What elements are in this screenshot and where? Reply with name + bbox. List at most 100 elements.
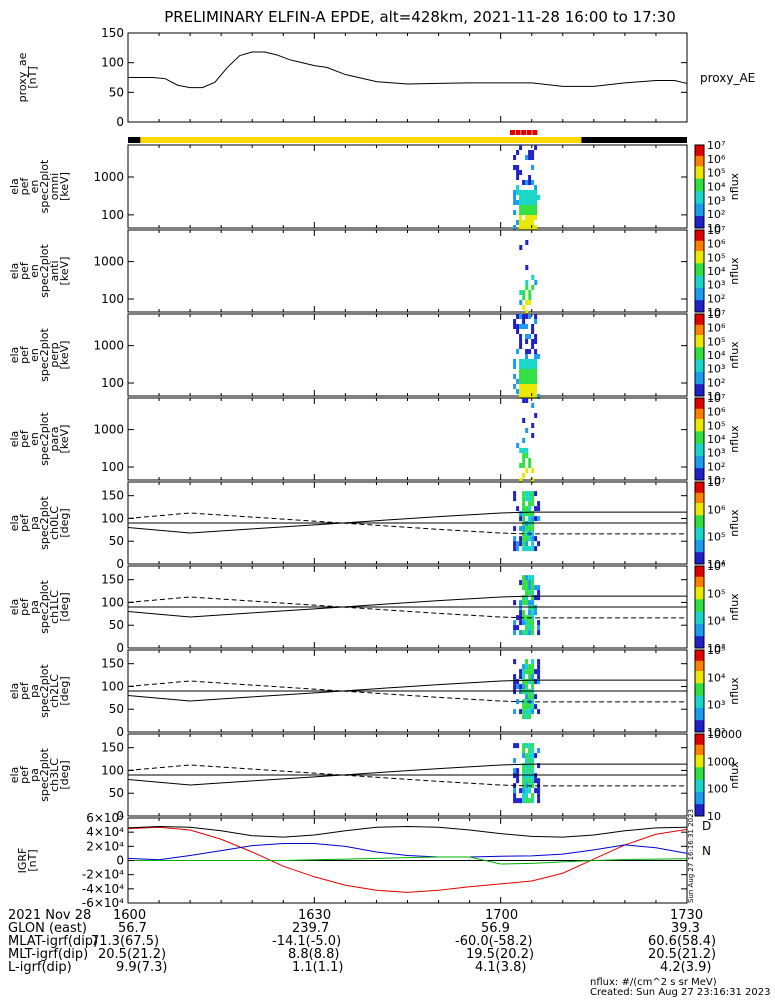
spectrogram-cell [513, 319, 517, 324]
spectrogram-cell [528, 190, 532, 195]
spectrogram-cell [519, 630, 523, 636]
spectrogram-cell [516, 541, 520, 547]
colorbar-swatch [695, 758, 704, 762]
spectrogram-cell [528, 501, 532, 507]
colorbar-tick-label: 10⁴ [707, 181, 726, 194]
spectrogram-cell [525, 155, 529, 160]
footer-value: 56.9 [481, 921, 510, 936]
spectrogram-cell [522, 398, 526, 403]
colorbar-tick-label: 10⁷ [707, 308, 725, 321]
energy-y-label: spec2plot [38, 328, 51, 382]
footer-label: MLAT-igrf(dip) [8, 934, 99, 949]
colorbar-swatch [695, 157, 704, 161]
pitch-y-label: [deg] [58, 676, 71, 705]
colorbar-swatch [695, 447, 704, 450]
colorbar-tick-label: 10³ [707, 279, 725, 292]
spectrogram-cell [531, 620, 535, 626]
colorbar-swatch [695, 516, 704, 520]
spectrogram-cell [531, 165, 535, 170]
colorbar-swatch [695, 180, 704, 183]
colorbar-swatch [695, 799, 704, 803]
spectrogram-cell [513, 359, 517, 364]
spectrogram-cell [525, 531, 529, 537]
pitch-y-tick-label: 50 [109, 702, 124, 716]
pitch-y-label: ch0LC [48, 506, 61, 540]
colorbar-swatch [695, 234, 704, 237]
energy-y-label: ela [8, 431, 21, 448]
spectrogram-cell [531, 478, 535, 483]
colorbar-frame [694, 144, 705, 229]
spectrogram-cell [522, 295, 526, 300]
igrf-y-label: IGRF [16, 848, 29, 874]
spectrogram-cell [525, 324, 529, 329]
energy-y-label: pef [18, 345, 31, 364]
spectrogram-cell [525, 300, 529, 305]
spectrogram-cell [522, 704, 526, 710]
spectrogram-cell [534, 546, 538, 552]
colorbar-swatch [695, 383, 704, 387]
colorbar-swatch [695, 770, 704, 774]
spectrogram-cell [525, 205, 529, 210]
spectrogram-cell [525, 180, 529, 185]
spectrogram-cell [534, 369, 538, 374]
spectrogram-cell [531, 374, 535, 379]
spectrogram-cell [528, 349, 532, 354]
spectrogram-cell [531, 689, 535, 695]
spectrogram-cell [522, 374, 526, 379]
spectrogram-cell [525, 195, 529, 200]
spectrogram-cell [525, 625, 529, 631]
spectrogram-cell [531, 704, 535, 710]
spectrogram-cell [531, 344, 535, 349]
colorbar-swatch [695, 151, 704, 154]
colorbar-swatch [695, 322, 704, 325]
spectrogram-cell [522, 684, 526, 690]
spectrogram-cell [528, 384, 532, 389]
colorbar-swatch [695, 725, 704, 729]
colorbar-swatch [695, 666, 704, 669]
colorbar-swatch [695, 510, 704, 514]
colorbar-swatch [695, 209, 704, 212]
spectrogram-cell [534, 190, 538, 195]
spectrogram-cell [516, 684, 520, 690]
spectrogram-cell [519, 798, 523, 804]
colorbar-swatch [695, 584, 704, 587]
energy-y-tick-label: 1000 [93, 255, 124, 269]
colorbar-swatch [695, 350, 704, 354]
colorbar-swatch [695, 436, 704, 440]
spectrogram-cell [531, 190, 535, 195]
spectrogram-cell [525, 793, 529, 799]
colorbar-swatch [695, 165, 704, 169]
spectrogram-cell [522, 359, 526, 364]
spectrogram-cell [537, 669, 541, 675]
spectrogram-cell [528, 526, 532, 532]
spectrogram-cell [528, 300, 532, 305]
igrf-series-line [128, 856, 688, 865]
colorbar-swatch [695, 174, 704, 177]
spectrogram-cell [519, 526, 523, 532]
spectrogram-cell [519, 394, 523, 399]
side-stamp: Sun Aug 27 16:16:31 2023 [687, 809, 695, 903]
colorbar-swatch [695, 490, 704, 493]
spectrogram-cell [525, 468, 529, 473]
igrf-legend-d: D [702, 819, 711, 833]
colorbar-swatch [695, 309, 704, 313]
spectrogram-cell [513, 630, 517, 636]
spectrogram-cell [522, 546, 526, 552]
igrf-series-line [127, 826, 688, 893]
spectrogram-cell [525, 798, 529, 804]
colorbar-swatch [695, 377, 704, 381]
spectrogram-cell [528, 798, 532, 804]
colorbar-swatch [695, 196, 704, 200]
colorbar-swatch [695, 787, 704, 790]
pitch-y-label: ch2LC [48, 674, 61, 708]
spectrogram-cell [531, 491, 535, 497]
spectrogram-cell [531, 150, 535, 155]
spectrogram-cell [519, 463, 523, 468]
spectrogram-cell [525, 763, 529, 769]
colorbar-swatch [695, 393, 704, 397]
energy-y-label: [keV] [58, 425, 71, 454]
colorbar-tick-label: 10⁶ [707, 503, 726, 516]
pitch-y-tick-label: 50 [109, 534, 124, 548]
colorbar-swatch [695, 463, 704, 467]
colorbar-swatch [695, 357, 704, 360]
